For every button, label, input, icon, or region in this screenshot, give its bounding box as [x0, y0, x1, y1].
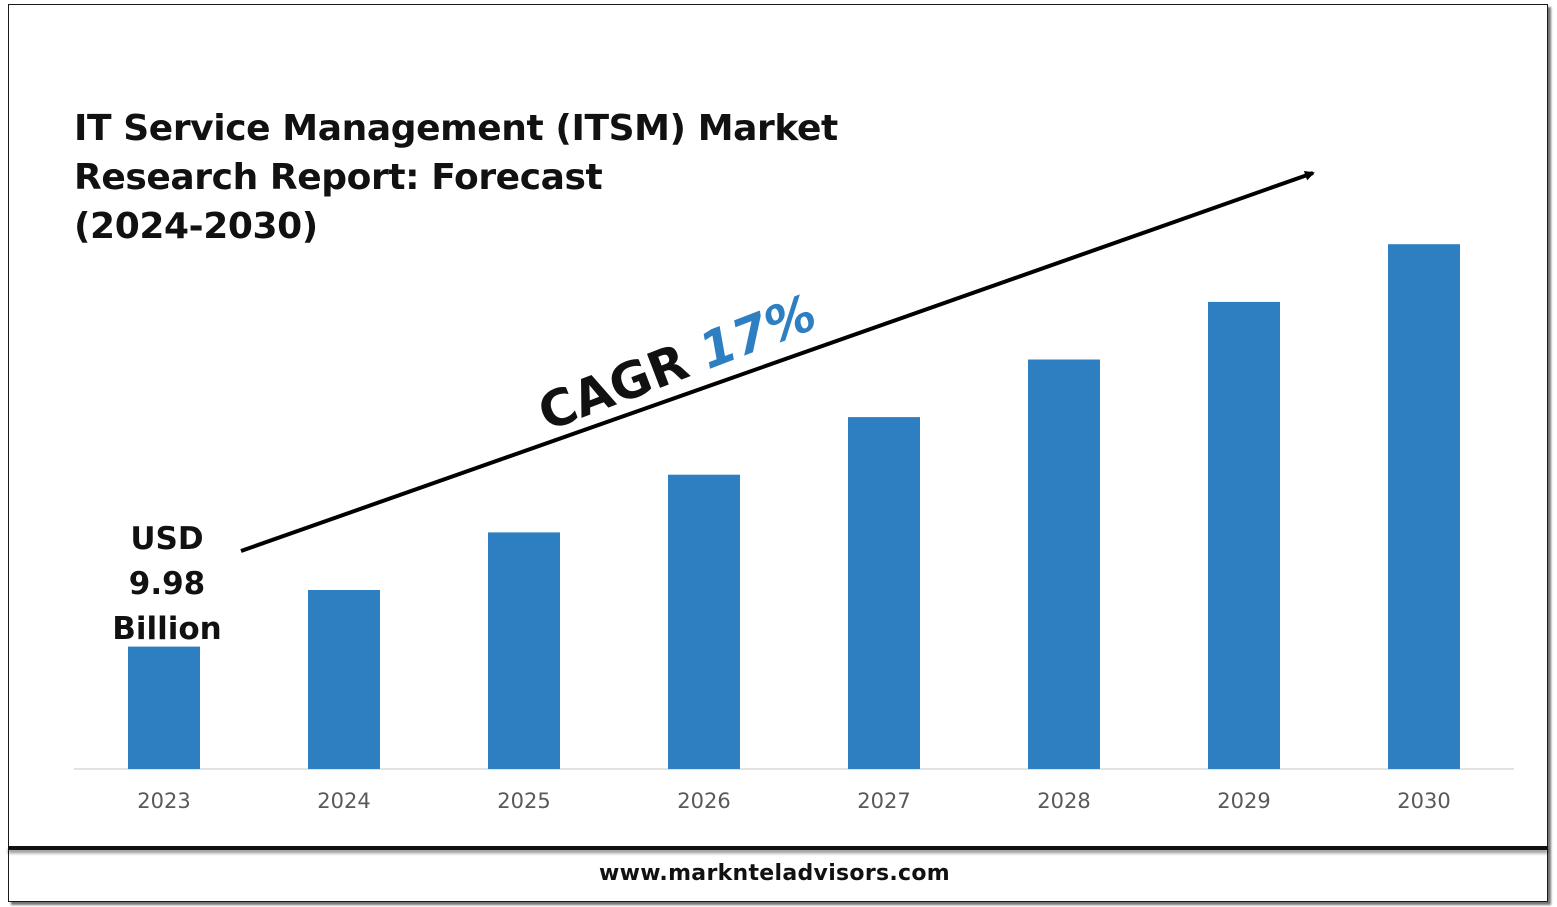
bar-2024 [308, 590, 380, 769]
x-tick-label-2027: 2027 [857, 789, 910, 813]
chart-title-line-2: Research Report: Forecast [74, 157, 603, 198]
footer-divider [8, 846, 1548, 850]
chart-frame [8, 4, 1548, 902]
start-value-line-3: Billion [112, 611, 222, 647]
bar-2027 [848, 417, 920, 769]
bar-2023 [128, 646, 200, 769]
x-tick-label-2028: 2028 [1037, 789, 1090, 813]
start-value-line-1: USD [130, 521, 204, 557]
chart-title-line-3: (2024-2030) [74, 206, 318, 247]
x-tick-label-2024: 2024 [317, 789, 370, 813]
bar-2028 [1028, 359, 1100, 769]
bar-2025 [488, 532, 560, 769]
x-tick-label-2029: 2029 [1217, 789, 1270, 813]
trend-arrow [240, 170, 1315, 553]
bar-series [128, 244, 1460, 769]
start-value-line-2: 9.98 [128, 566, 206, 602]
x-tick-label-2030: 2030 [1397, 789, 1450, 813]
website-url[interactable]: www.marknteladvisors.com [598, 861, 951, 886]
x-tick-label-2026: 2026 [677, 789, 730, 813]
start-value-label: USD 9.98 Billion [100, 517, 234, 652]
x-tick-labels: 2023 2024 2025 2026 2027 2028 2029 2030 [137, 789, 1450, 813]
bar-2029 [1208, 301, 1280, 769]
x-tick-label-2025: 2025 [497, 789, 550, 813]
bar-2030 [1388, 244, 1460, 769]
chart-title-line-1: IT Service Management (ITSM) Market [74, 108, 838, 149]
x-tick-label-2023: 2023 [137, 789, 190, 813]
bar-2026 [668, 474, 740, 769]
chart-title: IT Service Management (ITSM) Market Rese… [74, 104, 838, 251]
